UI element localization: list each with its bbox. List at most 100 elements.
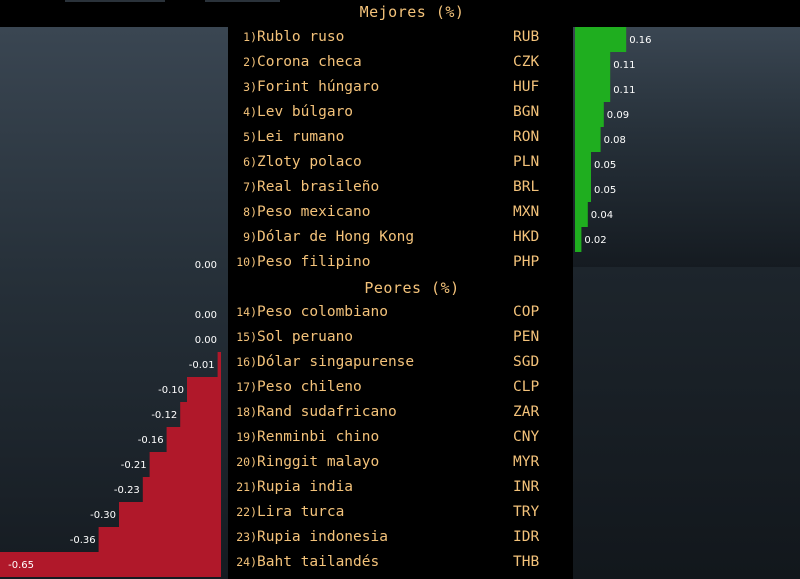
value-label: 0.11 bbox=[613, 85, 635, 96]
currency-rank: 14) bbox=[236, 305, 257, 319]
currency-rank: 2) bbox=[243, 55, 257, 69]
bar-best bbox=[575, 177, 591, 202]
value-label: 0.00 bbox=[195, 335, 217, 346]
currency-code: BRL bbox=[513, 179, 540, 195]
currency-rank: 10) bbox=[236, 255, 257, 269]
value-label: 0.05 bbox=[594, 160, 616, 171]
currency-name: 22)Lira turca bbox=[232, 504, 502, 520]
currency-row: 22)Lira turca TRY bbox=[232, 504, 572, 529]
currency-name: 8)Peso mexicano bbox=[232, 204, 502, 220]
currency-row: 15)Sol peruano PEN bbox=[232, 329, 572, 354]
currency-row: 10)Peso filipino PHP bbox=[232, 254, 572, 279]
currency-rank: 22) bbox=[236, 505, 257, 519]
bar-best bbox=[575, 27, 627, 52]
currency-code: RON bbox=[513, 129, 540, 145]
bar-worst bbox=[166, 427, 221, 452]
currency-code: COP bbox=[513, 304, 540, 320]
currency-rank: 6) bbox=[243, 155, 257, 169]
currency-rank: 1) bbox=[243, 30, 257, 44]
bar-best bbox=[575, 152, 591, 177]
currency-row: 24)Baht tailandés THB bbox=[232, 554, 572, 579]
currency-code: INR bbox=[513, 479, 540, 495]
value-label: -0.36 bbox=[70, 535, 96, 546]
currency-rank: 18) bbox=[236, 405, 257, 419]
currency-name: 20)Ringgit malayo bbox=[232, 454, 502, 470]
currency-label: Lira turca bbox=[257, 504, 345, 520]
currency-label: Peso filipino bbox=[257, 254, 371, 270]
currency-name: 2)Corona checa bbox=[232, 54, 502, 70]
currency-code: CNY bbox=[513, 429, 540, 445]
value-label: 0.00 bbox=[195, 260, 217, 271]
currency-name: 24)Baht tailandés bbox=[232, 554, 502, 570]
currency-code: HKD bbox=[513, 229, 540, 245]
value-label: -0.23 bbox=[114, 485, 140, 496]
currency-label: Rublo ruso bbox=[257, 29, 345, 45]
value-label: -0.01 bbox=[189, 360, 215, 371]
currency-name: 3)Forint húngaro bbox=[232, 79, 502, 95]
currency-code: TRY bbox=[513, 504, 540, 520]
currency-row: 17)Peso chileno CLP bbox=[232, 379, 572, 404]
currency-rank: 7) bbox=[243, 180, 257, 194]
currency-code: MXN bbox=[513, 204, 540, 220]
currency-name: 18)Rand sudafricano bbox=[232, 404, 502, 420]
value-label: -0.10 bbox=[158, 385, 184, 396]
value-label: -0.30 bbox=[90, 510, 116, 521]
currency-row: 14)Peso colombiano COP bbox=[232, 304, 572, 329]
currency-name: 17)Peso chileno bbox=[232, 379, 502, 395]
bar-worst bbox=[187, 377, 221, 402]
currency-row: 23)Rupia indonesia IDR bbox=[232, 529, 572, 554]
currency-rank: 3) bbox=[243, 80, 257, 94]
value-label: 0.04 bbox=[591, 210, 613, 221]
currency-label: Lei rumano bbox=[257, 129, 345, 145]
right-lower-panel bbox=[573, 267, 800, 579]
bar-best bbox=[575, 52, 611, 77]
value-label: -0.21 bbox=[121, 460, 147, 471]
bar-worst bbox=[149, 452, 221, 477]
value-label: 0.05 bbox=[594, 185, 616, 196]
currency-label: Real brasileño bbox=[257, 179, 380, 195]
currency-row: 16)Dólar singapurense SGD bbox=[232, 354, 572, 379]
currency-code: PLN bbox=[513, 154, 540, 170]
currency-row: 9)Dólar de Hong Kong HKD bbox=[232, 229, 572, 254]
currency-row: 5)Lei rumano RON bbox=[232, 129, 572, 154]
value-label: -0.16 bbox=[138, 435, 164, 446]
currency-rank: 5) bbox=[243, 130, 257, 144]
currency-name: 21)Rupia india bbox=[232, 479, 502, 495]
currency-code: IDR bbox=[513, 529, 540, 545]
bar-worst bbox=[98, 527, 221, 552]
currency-name: 14)Peso colombiano bbox=[232, 304, 502, 320]
currency-rank: 4) bbox=[243, 105, 257, 119]
currency-rank: 23) bbox=[236, 530, 257, 544]
currency-row: 4)Lev búlgaro BGN bbox=[232, 104, 572, 129]
currency-label: Sol peruano bbox=[257, 329, 354, 345]
bar-worst bbox=[119, 502, 221, 527]
currency-row: 1)Rublo ruso RUB bbox=[232, 29, 572, 54]
currency-row: 2)Corona checa CZK bbox=[232, 54, 572, 79]
value-label: 0.16 bbox=[629, 35, 651, 46]
bar-worst bbox=[180, 402, 221, 427]
currency-name: 23)Rupia indonesia bbox=[232, 529, 502, 545]
currency-rank: 24) bbox=[236, 555, 257, 569]
currency-name: 4)Lev búlgaro bbox=[232, 104, 502, 120]
currency-code: RUB bbox=[513, 29, 540, 45]
currency-name: 6)Zloty polaco bbox=[232, 154, 502, 170]
value-label: 0.00 bbox=[195, 310, 217, 321]
currency-rank: 20) bbox=[236, 455, 257, 469]
right-chart-panel bbox=[573, 27, 800, 267]
currency-name: 19)Renminbi chino bbox=[232, 429, 502, 445]
currency-row: 20)Ringgit malayo MYR bbox=[232, 454, 572, 479]
currency-rank: 17) bbox=[236, 380, 257, 394]
bar-best bbox=[575, 102, 604, 127]
currency-rank: 21) bbox=[236, 480, 257, 494]
currency-rank: 9) bbox=[243, 230, 257, 244]
currency-row: 3)Forint húngaro HUF bbox=[232, 79, 572, 104]
currency-code: MYR bbox=[513, 454, 540, 470]
best-section-title: Mejores (%) bbox=[359, 3, 465, 21]
value-label: 0.02 bbox=[584, 235, 606, 246]
currency-label: Dólar de Hong Kong bbox=[257, 229, 415, 245]
bar-best bbox=[575, 202, 588, 227]
currency-code: PHP bbox=[513, 254, 540, 270]
currency-row: 21)Rupia india INR bbox=[232, 479, 572, 504]
currency-name: 10)Peso filipino bbox=[232, 254, 502, 270]
currency-label: Ringgit malayo bbox=[257, 454, 380, 470]
